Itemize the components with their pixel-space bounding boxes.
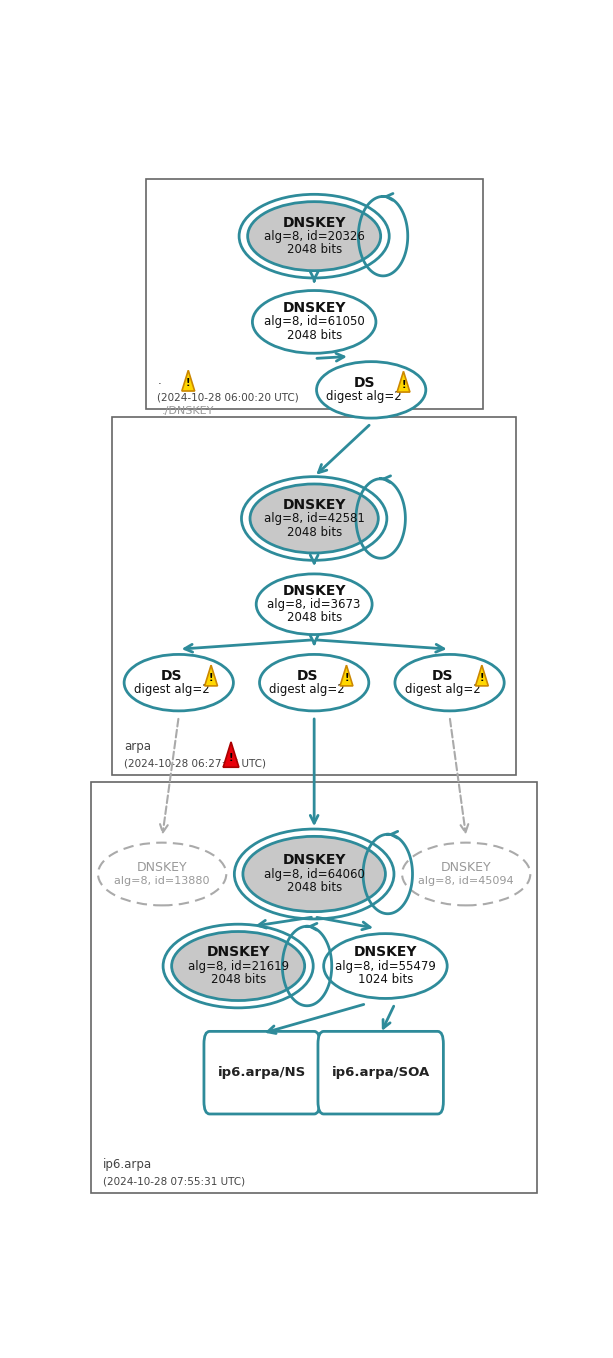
FancyBboxPatch shape (204, 1031, 320, 1114)
Text: alg=8, id=21619: alg=8, id=21619 (188, 960, 289, 972)
Text: DNSKEY: DNSKEY (283, 301, 346, 315)
Ellipse shape (402, 842, 530, 906)
Text: (2024-10-28 06:00:20 UTC): (2024-10-28 06:00:20 UTC) (158, 392, 299, 402)
Text: !: ! (479, 674, 484, 683)
Text: 1024 bits: 1024 bits (358, 974, 413, 986)
Text: !: ! (345, 674, 349, 683)
Text: 2048 bits: 2048 bits (286, 526, 342, 539)
Text: digest alg=2: digest alg=2 (269, 683, 345, 695)
Text: digest alg=2: digest alg=2 (405, 683, 481, 695)
Text: !: ! (209, 674, 213, 683)
Text: alg=8, id=3673: alg=8, id=3673 (267, 598, 361, 611)
Ellipse shape (248, 201, 381, 270)
Text: DNSKEY: DNSKEY (207, 945, 270, 960)
Polygon shape (182, 371, 195, 391)
Text: DNSKEY: DNSKEY (283, 584, 346, 598)
Ellipse shape (172, 932, 305, 1001)
Text: DS: DS (296, 669, 318, 683)
Text: alg=8, id=64060: alg=8, id=64060 (264, 868, 365, 880)
Text: 2048 bits: 2048 bits (286, 881, 342, 894)
Text: ip6.arpa: ip6.arpa (103, 1158, 152, 1171)
Polygon shape (340, 665, 353, 686)
Polygon shape (205, 665, 218, 686)
Text: DNSKEY: DNSKEY (283, 853, 346, 868)
Text: alg=8, id=45094: alg=8, id=45094 (419, 876, 514, 885)
Ellipse shape (253, 291, 376, 353)
Ellipse shape (98, 842, 226, 906)
Text: DNSKEY: DNSKEY (283, 216, 346, 230)
Text: DS: DS (353, 376, 375, 390)
Text: (2024-10-28 07:55:31 UTC): (2024-10-28 07:55:31 UTC) (103, 1176, 245, 1187)
Text: DNSKEY: DNSKEY (441, 861, 492, 873)
Text: 2048 bits: 2048 bits (210, 974, 266, 986)
Text: alg=8, id=13880: alg=8, id=13880 (115, 876, 210, 885)
Bar (145, 179, 483, 409)
Text: DNSKEY: DNSKEY (354, 945, 417, 960)
Text: DS: DS (432, 669, 453, 683)
Bar (91, 782, 538, 1192)
Ellipse shape (243, 837, 386, 911)
Polygon shape (397, 371, 410, 392)
Text: alg=8, id=20326: alg=8, id=20326 (264, 230, 365, 243)
Text: arpa: arpa (124, 740, 151, 752)
Text: digest alg=2: digest alg=2 (326, 390, 402, 403)
Ellipse shape (395, 655, 504, 710)
Text: 2048 bits: 2048 bits (286, 611, 342, 625)
Text: .: . (158, 373, 161, 387)
Bar (112, 417, 516, 774)
Ellipse shape (256, 574, 372, 634)
Ellipse shape (324, 933, 447, 998)
Ellipse shape (250, 483, 378, 553)
Text: ./DNSKEY: ./DNSKEY (162, 406, 215, 416)
Text: alg=8, id=55479: alg=8, id=55479 (335, 960, 436, 972)
Polygon shape (476, 665, 489, 686)
Ellipse shape (316, 361, 426, 418)
Text: alg=8, id=42581: alg=8, id=42581 (264, 512, 365, 526)
Text: !: ! (229, 754, 234, 763)
Text: DNSKEY: DNSKEY (283, 498, 346, 512)
Text: 2048 bits: 2048 bits (286, 329, 342, 342)
Text: alg=8, id=61050: alg=8, id=61050 (264, 315, 365, 329)
Text: ip6.arpa/NS: ip6.arpa/NS (218, 1066, 306, 1080)
Ellipse shape (259, 655, 369, 710)
Text: 2048 bits: 2048 bits (286, 243, 342, 257)
FancyBboxPatch shape (318, 1031, 443, 1114)
Text: ip6.arpa/SOA: ip6.arpa/SOA (332, 1066, 430, 1080)
Text: DS: DS (161, 669, 183, 683)
Text: digest alg=2: digest alg=2 (134, 683, 210, 695)
Text: !: ! (402, 379, 406, 390)
Text: (2024-10-28 06:27:07 UTC): (2024-10-28 06:27:07 UTC) (124, 758, 266, 769)
Polygon shape (223, 741, 239, 767)
Text: DNSKEY: DNSKEY (137, 861, 188, 873)
Ellipse shape (124, 655, 234, 710)
Text: !: ! (186, 379, 191, 388)
